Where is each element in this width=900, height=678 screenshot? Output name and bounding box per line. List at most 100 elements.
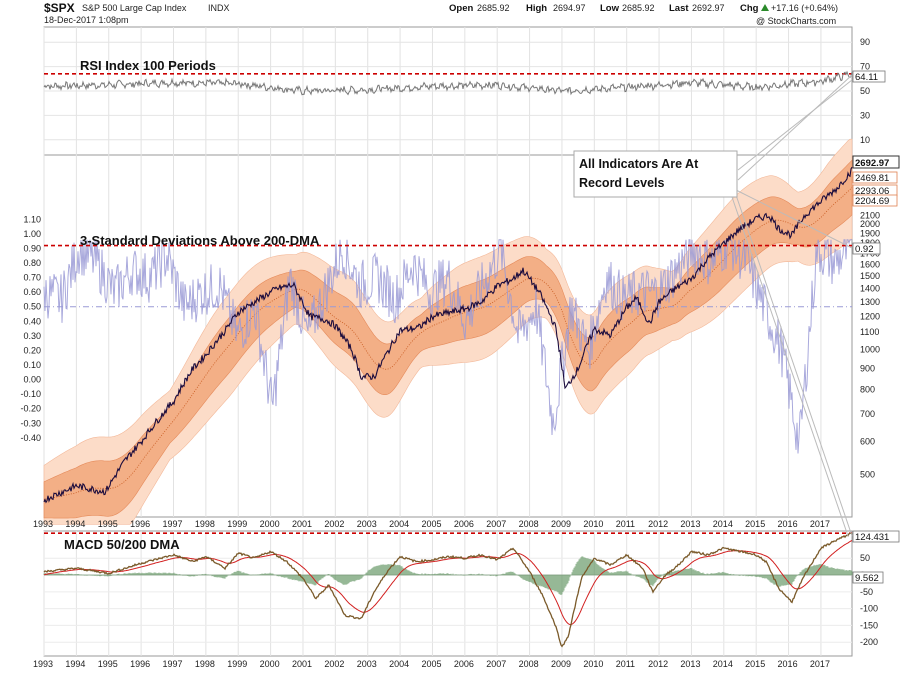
x-tick-label-macd: 1997 (162, 659, 182, 669)
x-tick-label-price: 1998 (195, 519, 215, 529)
x-tick-label-macd: 2008 (519, 659, 539, 669)
lower-band-value: 2204.69 (855, 196, 889, 207)
price-tick-label: 2100 (860, 210, 880, 220)
x-tick-label-price: 2012 (648, 519, 668, 529)
x-tick-label-price: 2016 (778, 519, 798, 529)
x-tick-label-macd: 2004 (389, 659, 409, 669)
x-tick-label-macd: 2000 (260, 659, 280, 669)
high-label: High (526, 3, 547, 14)
chart-date: 18-Dec-2017 1:08pm (44, 15, 129, 25)
rsi-tick-label: 90 (860, 37, 870, 47)
up-triangle-icon (761, 4, 769, 11)
x-tick-label-price: 1993 (33, 519, 53, 529)
price-tick-label: 600 (860, 437, 875, 447)
macd-tick-label: -100 (860, 604, 878, 614)
mid-band-value: 2293.06 (855, 186, 889, 197)
price-tick-label: 1300 (860, 297, 880, 307)
std-tick-label: 1.00 (23, 229, 41, 239)
x-tick-label-price: 2011 (616, 519, 635, 529)
chart-header: $SPX S&P 500 Large Cap Index INDX 18-Dec… (44, 1, 838, 26)
x-tick-label-price: 2017 (810, 519, 830, 529)
exchange-label: INDX (208, 3, 230, 13)
std-tick-label: 0.50 (23, 302, 41, 312)
x-tick-label-macd: 1995 (98, 659, 118, 669)
price-tick-label: 1500 (860, 271, 880, 281)
x-tick-label-macd: 2006 (454, 659, 474, 669)
x-tick-label-price: 2002 (324, 519, 344, 529)
rsi-tick-label: 30 (860, 110, 870, 120)
price-tick-label: 1000 (860, 344, 880, 354)
std-tick-label: -0.20 (20, 404, 41, 414)
rsi-last-value: 64.11 (855, 72, 878, 83)
rsi-tick-label: 50 (860, 86, 870, 96)
std-last-value: 0.92 (855, 244, 874, 255)
x-tick-label-macd: 2014 (713, 659, 733, 669)
std-tick-label: 0.20 (23, 345, 41, 355)
std-tick-label: 0.00 (23, 375, 41, 385)
dma-line (43, 187, 853, 501)
std-tick-label: 0.40 (23, 316, 41, 326)
open-label: Open (449, 3, 473, 14)
price-tick-label: 900 (860, 363, 875, 373)
upper-band-value: 2469.81 (855, 173, 889, 184)
rsi-tick-label: 70 (860, 62, 870, 72)
x-tick-label-price: 2006 (454, 519, 474, 529)
last-label: Last (669, 3, 689, 14)
x-tick-label-macd: 1996 (130, 659, 150, 669)
ticker-symbol: $SPX (44, 1, 75, 15)
price-tick-label: 1200 (860, 311, 880, 321)
rsi-line (43, 70, 853, 96)
x-tick-label-price: 2001 (292, 519, 312, 529)
macd-signal-line (43, 540, 853, 625)
chg-label: Chg (740, 3, 759, 14)
std-tick-label: -0.30 (20, 418, 41, 428)
std-tick-label: 0.60 (23, 287, 41, 297)
x-tick-label-price: 1994 (65, 519, 85, 529)
std-tick-label: 0.80 (23, 258, 41, 268)
std-tick-label: 1.10 (23, 214, 41, 224)
price-tick-label: 2000 (860, 219, 880, 229)
std-tick-label: -0.10 (20, 389, 41, 399)
x-tick-label-price: 1999 (227, 519, 247, 529)
record-levels-callout: All Indicators Are At Record Levels (573, 74, 853, 537)
x-tick-label-macd: 2017 (810, 659, 830, 669)
x-tick-label-macd: 2010 (583, 659, 603, 669)
x-tick-label-price: 2009 (551, 519, 571, 529)
callout-line-1: All Indicators Are At (579, 157, 699, 171)
x-tick-label-macd: 2003 (357, 659, 377, 669)
rsi-panel (43, 70, 853, 96)
x-tick-label-price: 2015 (745, 519, 765, 529)
std-tick-label: 0.30 (23, 331, 41, 341)
macd-tick-label: 50 (860, 553, 870, 563)
low-value: 2685.92 (622, 3, 655, 13)
macd-panel (43, 532, 853, 648)
price-panel (43, 138, 853, 525)
x-tick-label-macd: 2011 (616, 659, 635, 669)
x-tick-label-price: 1995 (98, 519, 118, 529)
x-tick-label-price: 1996 (130, 519, 150, 529)
last-value: 2692.97 (692, 3, 725, 13)
std-tick-label: 0.70 (23, 273, 41, 283)
x-tick-label-price: 2003 (357, 519, 377, 529)
std-panel-title: 3-Standard Deviations Above 200-DMA (80, 233, 320, 248)
std-tick-label: 0.10 (23, 360, 41, 370)
x-tick-label-macd: 2001 (292, 659, 312, 669)
x-tick-label-macd: 2007 (486, 659, 506, 669)
low-label: Low (600, 3, 620, 14)
price-tick-label: 1900 (860, 228, 880, 238)
price-tick-label: 800 (860, 385, 875, 395)
x-tick-label-macd: 2012 (648, 659, 668, 669)
value-tags: 64.11 2692.97 2469.81 2293.06 2204.69 0.… (852, 70, 900, 584)
chg-value: +17.16 (+0.64%) (771, 3, 838, 13)
price-tick-label: 1400 (860, 284, 880, 294)
macd-last-value: 124.431 (855, 532, 889, 543)
x-tick-label-macd: 2015 (745, 659, 765, 669)
x-tick-label-macd: 1998 (195, 659, 215, 669)
x-tick-label-macd: 2009 (551, 659, 571, 669)
x-tick-label-macd: 2002 (324, 659, 344, 669)
x-tick-label-price: 2000 (260, 519, 280, 529)
x-tick-label-price: 2005 (421, 519, 441, 529)
x-tick-label-macd: 1994 (65, 659, 85, 669)
